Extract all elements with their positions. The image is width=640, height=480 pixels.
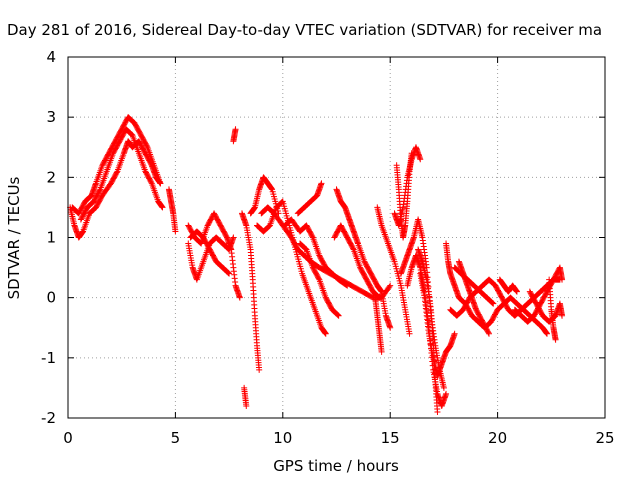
- plot-frame: [67, 56, 606, 419]
- data-point: [552, 336, 559, 343]
- data-point: [143, 143, 150, 150]
- data-point: [343, 282, 350, 289]
- data-point: [265, 223, 272, 230]
- data-point: [408, 150, 415, 157]
- y-tick-label: 1: [46, 229, 56, 247]
- y-tick-label: -1: [41, 349, 56, 367]
- data-point: [128, 131, 135, 138]
- data-point: [434, 408, 441, 415]
- data-point: [232, 126, 239, 133]
- data-point: [350, 245, 357, 252]
- data-point: [559, 276, 566, 283]
- data-point: [443, 390, 450, 397]
- y-tick-label: 0: [46, 289, 56, 307]
- data-point: [375, 294, 382, 301]
- data-point: [387, 282, 394, 289]
- data-point: [236, 294, 243, 301]
- data-point: [489, 300, 496, 307]
- axis-ticks: 0 5 10 15 20 25 -2 -1 0 1 2 3 4: [41, 48, 615, 447]
- data-point: [335, 312, 342, 319]
- y-tick-label: -2: [41, 409, 56, 427]
- data-point: [224, 269, 231, 276]
- x-tick-label: 5: [171, 429, 181, 447]
- data-point: [544, 330, 551, 337]
- data-point: [451, 330, 458, 337]
- data-point: [172, 228, 179, 235]
- x-tick-label: 15: [381, 429, 400, 447]
- data-point: [148, 179, 155, 186]
- data-point: [387, 324, 394, 331]
- data-point: [440, 384, 447, 391]
- x-tick-label: 0: [63, 429, 73, 447]
- data-point: [344, 282, 351, 289]
- data-point: [490, 300, 497, 307]
- data-point: [96, 187, 103, 194]
- data-point: [159, 204, 166, 211]
- data-point: [334, 311, 341, 318]
- data-point: [243, 402, 250, 409]
- data-point: [513, 288, 520, 295]
- data-point: [230, 234, 237, 241]
- data-point: [485, 329, 492, 336]
- data-point: [315, 275, 322, 282]
- data-points: [67, 114, 566, 415]
- data-point: [197, 239, 204, 246]
- data-point: [417, 156, 424, 163]
- data-point: [406, 330, 413, 337]
- data-point: [386, 283, 393, 290]
- data-point: [309, 233, 316, 240]
- data-point: [226, 270, 233, 277]
- data-point: [378, 348, 385, 355]
- x-tick-label: 25: [595, 429, 614, 447]
- chart-title: Day 281 of 2016, Sidereal Day-to-day VTE…: [7, 21, 602, 39]
- data-point: [302, 245, 309, 252]
- data-point: [157, 180, 164, 187]
- data-point: [225, 269, 232, 276]
- x-axis-label: GPS time / hours: [273, 457, 399, 475]
- y-tick-label: 2: [46, 168, 56, 186]
- y-tick-label: 4: [46, 48, 56, 66]
- data-point: [322, 330, 329, 337]
- y-axis-label: SDTVAR / TECUs: [5, 176, 23, 299]
- data-point: [335, 312, 342, 319]
- data-point: [486, 330, 493, 337]
- data-point: [256, 366, 263, 373]
- data-point: [489, 299, 496, 306]
- x-tick-label: 10: [273, 429, 292, 447]
- y-tick-label: 3: [46, 108, 56, 126]
- data-point: [559, 312, 566, 319]
- x-tick-label: 20: [488, 429, 507, 447]
- data-point: [318, 180, 325, 187]
- data-point: [113, 169, 120, 176]
